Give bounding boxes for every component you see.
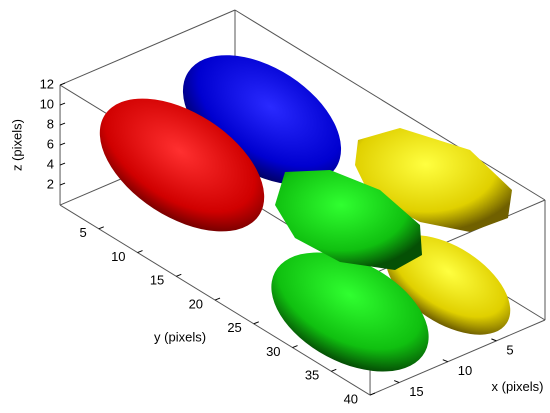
blobs xyxy=(77,28,528,396)
y-tick-label: 20 xyxy=(189,296,203,311)
y-tick xyxy=(293,346,298,348)
y-tick xyxy=(138,251,143,253)
z-tick xyxy=(60,123,65,125)
chart: 2 4 6 8 10 12 5 10 15 20 25 30 35 40 5 10 15 z (pixels) y … xyxy=(0,0,550,413)
x-tick-label: 15 xyxy=(409,384,423,399)
y-tick xyxy=(254,322,259,324)
y-axis-label: y (pixels) xyxy=(154,329,206,344)
y-tick-label: 15 xyxy=(150,273,164,288)
z-tick xyxy=(60,103,65,105)
y-tick xyxy=(370,393,375,395)
z-tick-label: 6 xyxy=(47,136,54,151)
z-tick xyxy=(60,83,65,85)
y-tick-label: 40 xyxy=(344,391,358,406)
y-tick-label: 30 xyxy=(266,344,280,359)
z-tick-label: 2 xyxy=(47,176,54,191)
z-tick-label: 4 xyxy=(47,156,54,171)
y-tick xyxy=(331,369,336,371)
z-tick xyxy=(60,183,65,185)
y-tick-label: 10 xyxy=(111,249,125,264)
y-tick-label: 5 xyxy=(80,225,87,240)
z-tick xyxy=(60,163,65,165)
y-tick xyxy=(99,227,104,229)
x-tick xyxy=(491,339,496,341)
x-tick-label: 5 xyxy=(506,342,513,357)
z-axis-label: z (pixels) xyxy=(9,119,24,171)
y-tick-label: 25 xyxy=(227,320,241,335)
y-tick xyxy=(176,274,181,276)
y-tick xyxy=(215,298,220,300)
x-tick xyxy=(443,360,448,362)
z-tick-label: 8 xyxy=(47,116,54,131)
z-tick xyxy=(60,143,65,145)
z-tick-label: 10 xyxy=(40,96,54,111)
z-tick-label: 12 xyxy=(40,76,54,91)
x-axis-label: x (pixels) xyxy=(492,379,544,394)
y-tick-label: 35 xyxy=(305,368,319,383)
x-tick-label: 10 xyxy=(458,363,472,378)
x-tick xyxy=(394,381,399,383)
